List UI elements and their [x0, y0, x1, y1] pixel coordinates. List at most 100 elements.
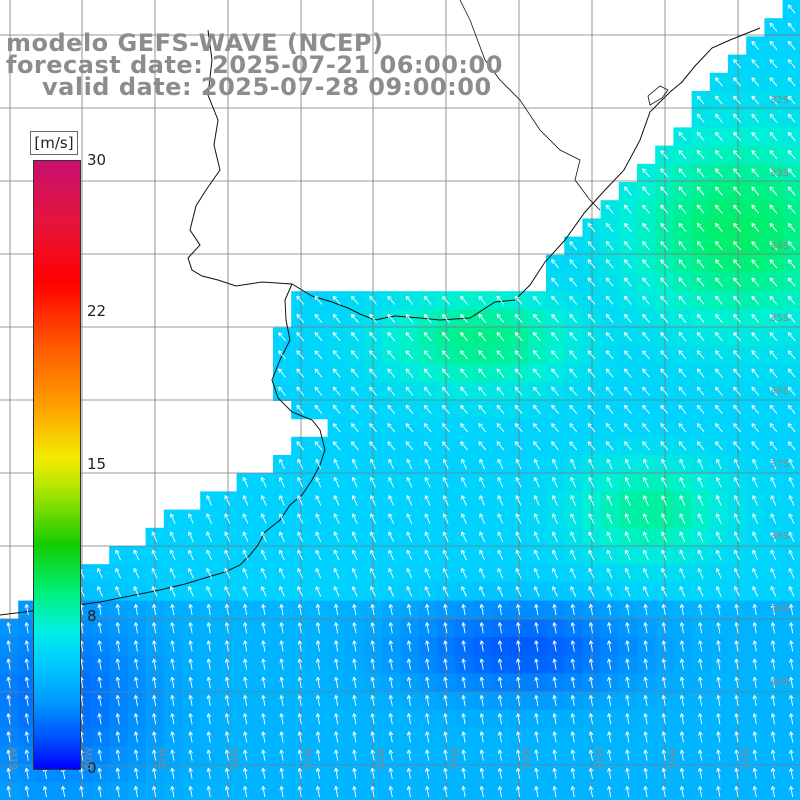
wind-arrow	[514, 368, 523, 378]
wind-arrow	[625, 640, 630, 652]
wind-arrow	[514, 386, 523, 396]
wind-arrow	[406, 513, 413, 524]
wind-arrow	[751, 368, 760, 378]
wind-arrow	[588, 531, 595, 543]
wind-arrow	[334, 604, 339, 616]
wind-arrow	[552, 513, 558, 524]
wind-arrow	[769, 404, 778, 414]
wind-arrow	[734, 676, 739, 688]
wind-arrow	[497, 513, 504, 524]
wind-arrow	[661, 640, 667, 652]
wind-arrow	[97, 695, 102, 707]
wind-arrow	[152, 695, 157, 707]
wind-arrow	[605, 241, 614, 251]
wind-arrow	[660, 204, 669, 214]
wind-arrow	[261, 731, 266, 743]
wind-arrow	[514, 332, 523, 342]
wind-arrow	[479, 531, 486, 543]
wind-arrow	[660, 350, 669, 360]
wind-arrow	[551, 368, 559, 378]
coastline-river-plate-south	[0, 283, 326, 616]
wind-arrow	[441, 332, 450, 342]
wind-arrow	[170, 749, 175, 761]
wind-arrow	[496, 368, 505, 378]
wind-arrow	[734, 604, 739, 616]
wind-arrow	[61, 786, 66, 798]
wind-arrow	[334, 767, 339, 779]
wind-arrow	[679, 749, 685, 761]
wind-arrow	[460, 368, 468, 378]
wind-arrow	[188, 640, 193, 652]
wind-arrow	[623, 313, 632, 323]
wind-arrow	[697, 495, 704, 506]
wind-arrow	[332, 313, 341, 323]
wind-arrow	[370, 476, 376, 488]
wind-arrow	[551, 332, 559, 342]
wind-arrow	[388, 495, 395, 506]
wind-arrow	[514, 441, 523, 451]
wind-arrow	[388, 731, 394, 743]
wind-arrow	[787, 4, 796, 14]
colorbar-unit: [m/s]	[30, 131, 78, 155]
wind-arrow	[243, 749, 248, 761]
wind-arrow	[716, 676, 721, 688]
colorbar-tick-30: 30	[87, 151, 107, 169]
wind-speed-cell	[782, 309, 800, 329]
wind-arrow	[588, 658, 594, 670]
wind-arrow	[315, 458, 322, 470]
wind-arrow	[370, 786, 375, 798]
wind-arrow	[370, 713, 375, 725]
wind-arrow	[188, 731, 193, 743]
wind-arrow	[24, 604, 30, 616]
wind-arrow	[642, 295, 650, 305]
wind-arrow	[152, 604, 157, 616]
wind-arrow	[425, 731, 430, 743]
wind-arrow	[769, 313, 778, 323]
wind-speed-cell	[782, 327, 800, 347]
title-valid-date: valid date: 2025-07-28 09:00:00	[42, 73, 492, 101]
wind-arrow	[607, 786, 612, 798]
wind-arrow	[188, 549, 194, 561]
wind-arrow	[514, 404, 523, 414]
wind-arrow	[188, 786, 193, 798]
wind-arrow	[789, 640, 794, 652]
wind-arrow	[170, 713, 175, 725]
wind-speed-cell	[782, 18, 800, 37]
wind-arrow	[351, 567, 358, 579]
wind-arrow	[716, 731, 721, 743]
wind-arrow	[6, 676, 11, 688]
wind-arrow	[296, 368, 305, 378]
wind-arrow	[752, 676, 758, 688]
wind-speed-cell	[782, 527, 800, 547]
wind-arrow	[24, 767, 30, 779]
wind-arrow	[206, 495, 213, 506]
wind-arrow	[206, 749, 212, 761]
wind-arrow	[752, 640, 758, 652]
wind-arrow	[660, 241, 669, 251]
wind-arrow	[423, 313, 432, 323]
wind-arrow	[115, 676, 121, 688]
wind-arrow	[315, 640, 321, 652]
wind-arrow	[751, 313, 760, 323]
wind-arrow	[261, 767, 266, 779]
wind-arrow	[534, 749, 539, 761]
wind-arrow	[752, 713, 758, 725]
wind-arrow	[623, 350, 632, 360]
wind-arrow	[350, 386, 359, 396]
wind-arrow	[661, 567, 668, 579]
wind-arrow	[370, 695, 375, 707]
wind-arrow	[405, 423, 414, 433]
wind-arrow	[569, 295, 578, 305]
wind-arrow	[152, 731, 157, 743]
wind-arrow	[497, 622, 503, 634]
wind-arrow	[696, 168, 705, 178]
wind-arrow	[515, 549, 522, 561]
wind-arrow	[461, 767, 466, 779]
wind-arrow	[607, 640, 612, 652]
wind-arrow	[769, 22, 778, 32]
wind-arrow	[497, 658, 503, 670]
wind-arrow	[388, 586, 395, 597]
wind-speed-cell	[782, 509, 800, 529]
wind-arrow	[607, 622, 612, 634]
wind-arrow	[752, 586, 759, 597]
